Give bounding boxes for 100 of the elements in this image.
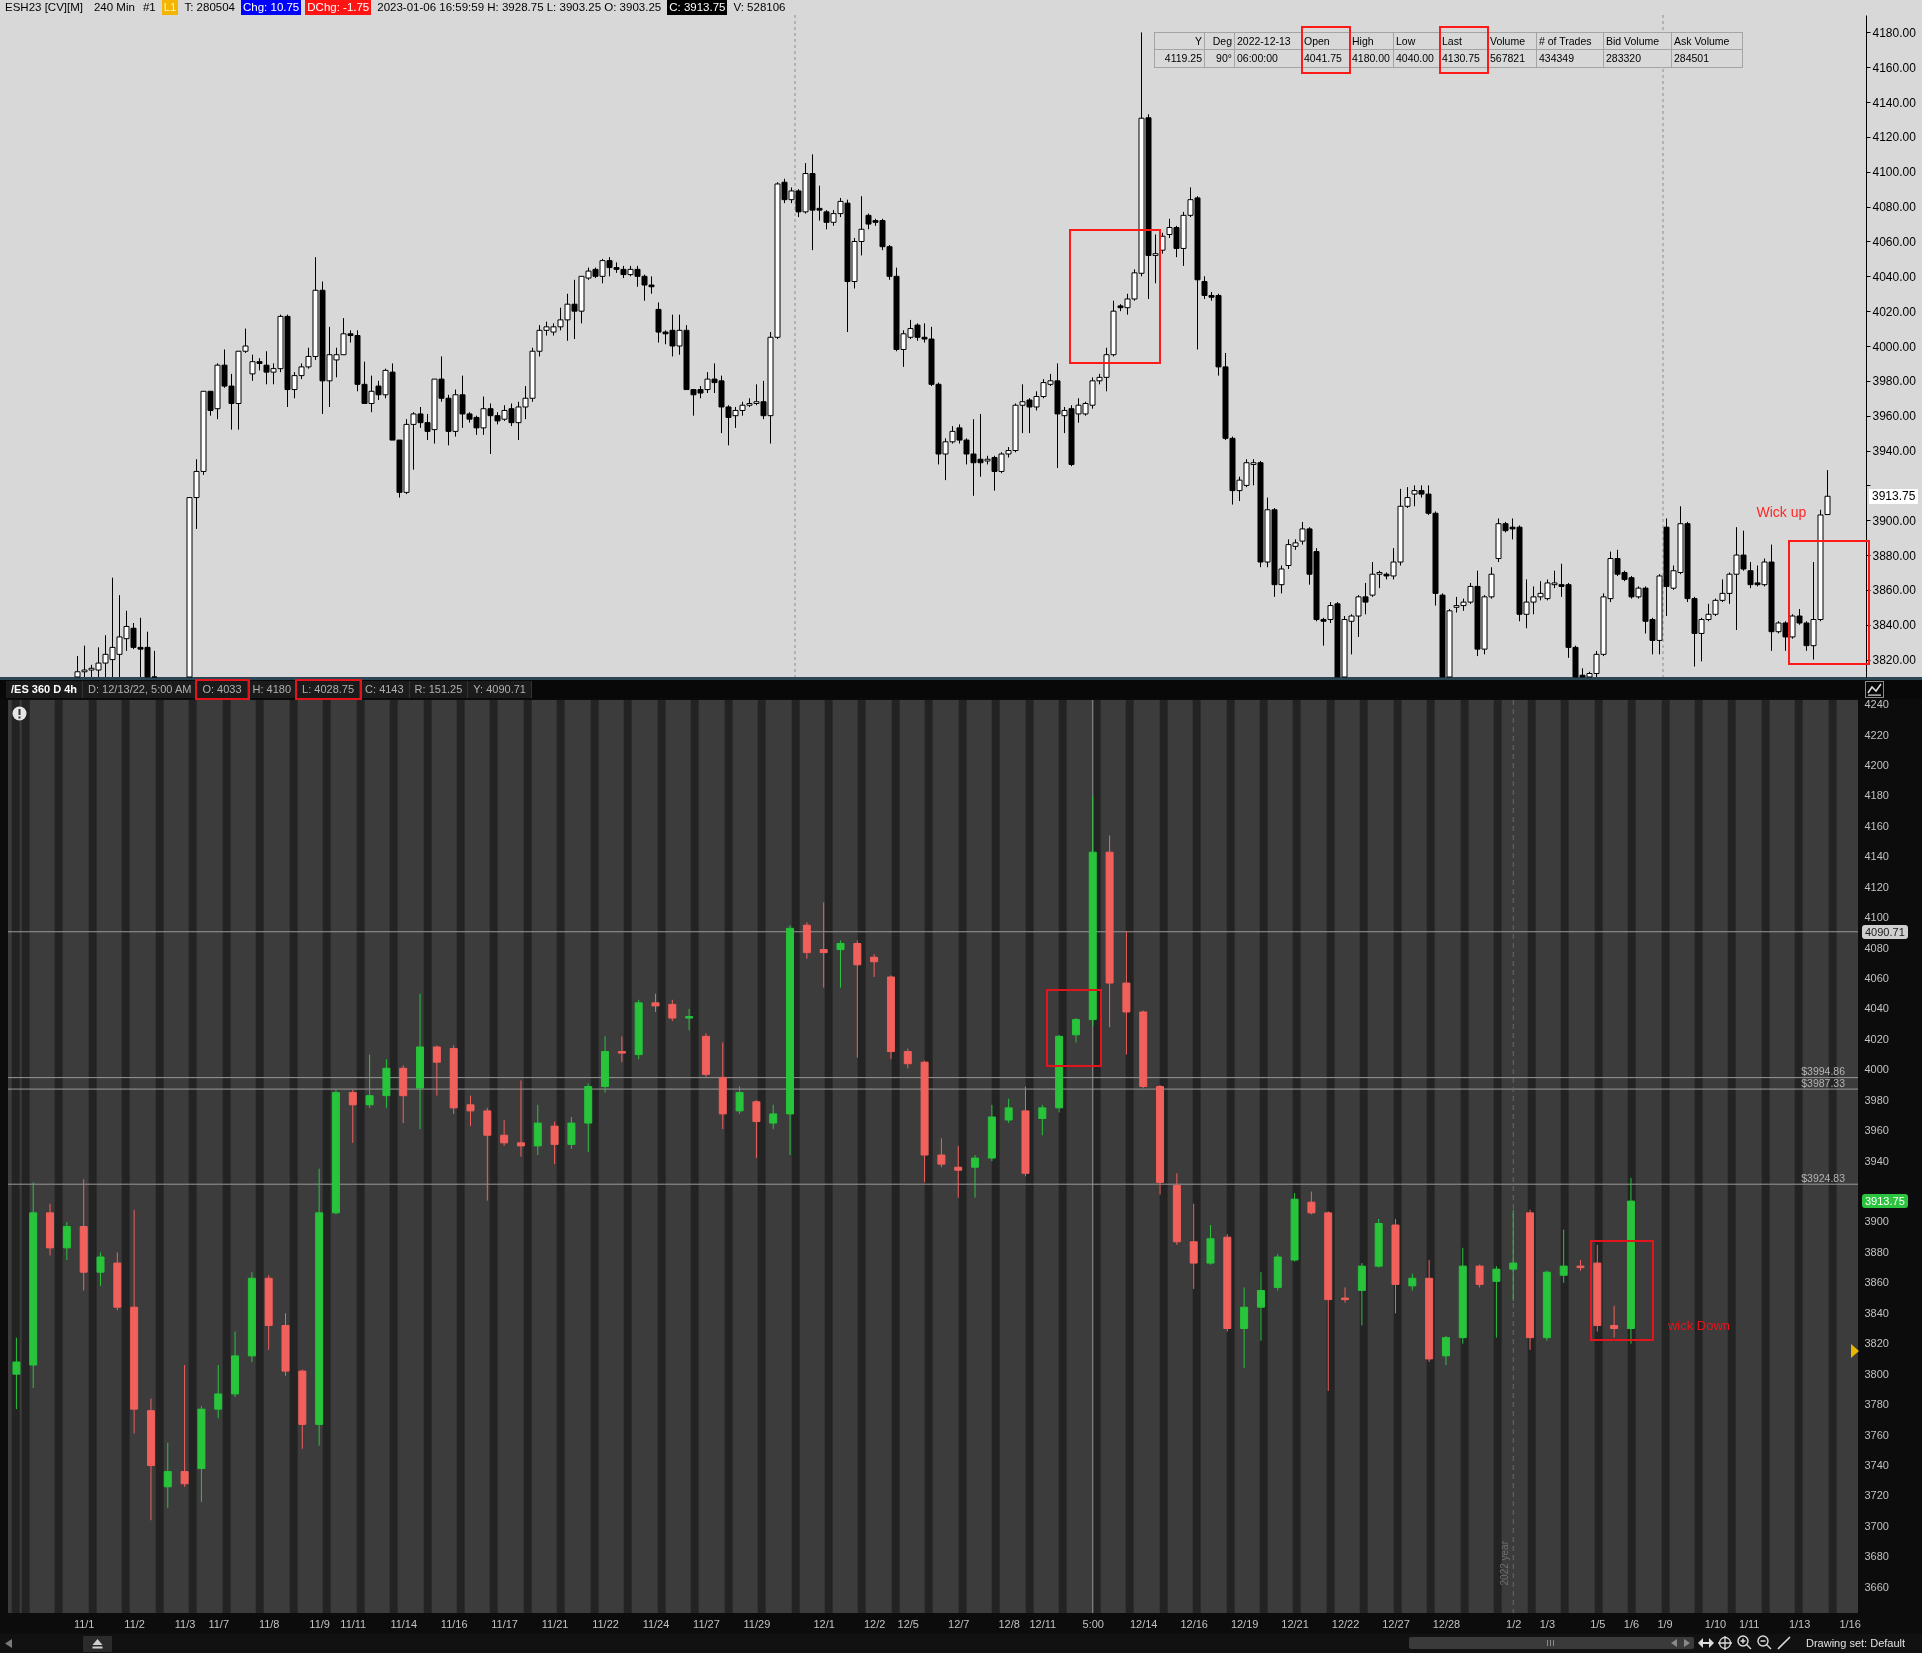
x-tick-label: 12/11 [1029, 1617, 1057, 1630]
y-tick-label: 3880.00 [1872, 548, 1916, 563]
x-tick-label: 1/13 [1788, 1617, 1811, 1630]
y-tick-label: 3780 [1864, 1398, 1889, 1411]
y-tick-label: 3900 [1864, 1215, 1889, 1228]
annotation: Low [1394, 32, 1440, 50]
ref-line-label: $3924.83 [1801, 1171, 1845, 1184]
text: #1 [141, 0, 157, 15]
y-tick-label: 4140 [1864, 850, 1889, 863]
x-tick-label: 12/27 [1382, 1617, 1410, 1630]
y-tick-label: 4220 [1864, 728, 1889, 741]
y-tick-label: 3820 [1864, 1337, 1889, 1350]
x-tick-label: 12/28 [1432, 1617, 1461, 1630]
y-tick-label: 3880 [1864, 1246, 1889, 1259]
y-tick-label: 3860 [1864, 1276, 1889, 1289]
annotation: Ask Volume [1672, 32, 1743, 50]
rectangle-outline: L: 4028.75 [295, 679, 363, 700]
annotation: # of Trades [1537, 32, 1604, 50]
annotation: Open [1302, 32, 1350, 50]
y-tick-label: 4180 [1864, 789, 1889, 802]
y-tick-label: 3980 [1864, 1093, 1889, 1106]
x-tick-label: 12/1 [813, 1617, 835, 1630]
text: 240 Min [92, 0, 136, 15]
x-tick-label: 12/14 [1129, 1617, 1158, 1630]
x-tick-label: 11/16 [440, 1617, 468, 1630]
y-tick-label: 3840.00 [1872, 618, 1916, 633]
annotation: 4040.00 [1394, 50, 1440, 68]
text: C: 3913.75 [667, 0, 728, 15]
ref-line-label: $3987.33 [1801, 1076, 1845, 1089]
x-tick-label: 1/10 [1704, 1617, 1727, 1630]
y-tick-label: 4120.00 [1872, 130, 1916, 145]
y-tick-label: 3960.00 [1872, 409, 1916, 424]
annotation: Bid Volume [1604, 32, 1672, 50]
annotation: Deg [1205, 32, 1235, 50]
y-tick-label: 3900.00 [1872, 513, 1916, 528]
y-tick-label: 4240 [1864, 698, 1889, 711]
text: Drawing set: Default [1806, 1636, 1906, 1651]
y-tick-label: 4020.00 [1872, 304, 1916, 319]
y-tick-label: 3700 [1864, 1520, 1889, 1533]
y-tick-label: 4100.00 [1872, 165, 1916, 180]
text: DChg: -1.75 [305, 0, 372, 15]
x-tick-label: 12/16 [1180, 1617, 1208, 1630]
x-tick-label: 11/17 [491, 1617, 518, 1630]
y-tick-label: 3740 [1864, 1459, 1889, 1472]
y-tick-label: 3820.00 [1872, 653, 1916, 668]
y-tick-label: 3840 [1864, 1306, 1889, 1319]
annotation: 2022-12-13 [1235, 32, 1302, 50]
y-tick-label: 4060 [1864, 972, 1889, 985]
x-tick-label: 5:00 [1082, 1617, 1104, 1630]
x-tick-label: 11/9 [309, 1617, 330, 1630]
y-tick-label: 4200 [1864, 759, 1889, 772]
y-tick-label: 3940 [1864, 1154, 1889, 1167]
text: 2023-01-06 16:59:59 H: 3928.75 L: 3903.25 O: 3903.25 [376, 0, 663, 15]
y-tick-label: 4040.00 [1872, 269, 1916, 284]
x-tick-label: 11/2 [124, 1617, 145, 1630]
y-tick-label: 4080.00 [1872, 200, 1916, 215]
y-tick-label: 4080 [1864, 941, 1889, 954]
x-tick-label: 12/2 [863, 1617, 886, 1630]
x-tick-label: 12/21 [1281, 1617, 1309, 1630]
annotation: Wick up [1756, 504, 1807, 521]
x-tick-label: 11/27 [693, 1617, 720, 1630]
y-tick-label: 3980.00 [1872, 374, 1916, 389]
annotation: 90° [1205, 50, 1235, 68]
y-tick-label: 3680 [1864, 1550, 1889, 1563]
annotation: 4130.75 [1440, 50, 1488, 68]
x-tick-label: 11/11 [340, 1617, 367, 1630]
x-tick-label: 11/14 [390, 1617, 418, 1630]
y-tick-label: 3660 [1864, 1580, 1889, 1593]
annotation: 434349 [1537, 50, 1604, 68]
y-tick-label: 4100 [1864, 911, 1889, 924]
x-tick-label: 1/6 [1623, 1617, 1640, 1630]
annotation: 4119.25 [1154, 50, 1205, 68]
annotation: Volume [1488, 32, 1537, 50]
x-tick-label: 11/7 [208, 1617, 230, 1630]
y-tick-label: 3860.00 [1872, 583, 1916, 598]
y-tick-label: 4000.00 [1872, 339, 1916, 354]
text: D: 12/13/22, 5:00 AM [83, 681, 198, 698]
x-tick-label: 1/5 [1590, 1617, 1606, 1630]
y-tick-label: 3720 [1864, 1489, 1889, 1502]
x-tick-label: 12/8 [998, 1617, 1020, 1630]
x-tick-label: 1/9 [1657, 1617, 1673, 1630]
text: 3913.75 [1869, 488, 1919, 504]
text: 3913.75 [1862, 1194, 1908, 1209]
y-tick-label: 3960 [1864, 1124, 1889, 1137]
y-tick-label: 4120 [1864, 880, 1889, 893]
annotation: 4041.75 [1302, 50, 1350, 68]
x-tick-label: 12/7 [948, 1617, 970, 1630]
x-tick-label: 1/3 [1539, 1617, 1555, 1630]
annotation: 284501 [1672, 50, 1743, 68]
x-tick-label: 1/11 [1738, 1617, 1760, 1630]
text: T: 280504 [183, 0, 236, 15]
x-tick-label: 12/22 [1331, 1617, 1360, 1630]
text: H: 4180 [247, 681, 298, 698]
ref-line-label: 4090.71 [1862, 924, 1908, 939]
annotation: 06:00:00 [1235, 50, 1302, 68]
ref-line-label: $3994.86 [1801, 1065, 1845, 1078]
text: L1 [161, 0, 179, 15]
y-tick-label: 4140.00 [1872, 95, 1916, 110]
text: C: 4143 [360, 681, 410, 698]
text: V: 528106 [732, 0, 787, 15]
